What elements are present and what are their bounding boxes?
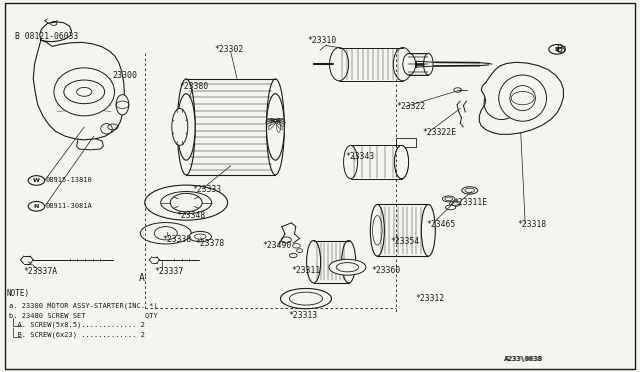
Text: *23333: *23333 [193, 185, 222, 194]
Text: A233\0038: A233\0038 [504, 356, 542, 362]
Text: *23310: *23310 [307, 36, 337, 45]
Text: NOTE): NOTE) [6, 289, 29, 298]
Ellipse shape [266, 94, 284, 160]
Polygon shape [479, 62, 563, 134]
Text: 23300: 23300 [113, 71, 138, 80]
Text: *23490: *23490 [262, 241, 292, 250]
Ellipse shape [344, 145, 358, 179]
Text: B. SCREW(6x23) ............. 2: B. SCREW(6x23) ............. 2 [9, 331, 145, 338]
Text: B: B [555, 47, 559, 52]
Text: *23465: *23465 [426, 220, 456, 229]
Text: *23348: *23348 [177, 211, 206, 220]
Text: 08911-3081A: 08911-3081A [46, 203, 93, 209]
Text: *23354: *23354 [390, 237, 419, 246]
Ellipse shape [177, 79, 195, 175]
Text: *23380: *23380 [180, 82, 209, 91]
Ellipse shape [140, 222, 191, 244]
Ellipse shape [116, 94, 129, 115]
Ellipse shape [161, 192, 212, 214]
Text: A. SCREW(5x8.5)............. 2: A. SCREW(5x8.5)............. 2 [9, 322, 145, 328]
Ellipse shape [172, 109, 188, 145]
Ellipse shape [100, 124, 112, 134]
Ellipse shape [329, 259, 366, 275]
Text: B: B [556, 44, 562, 54]
Text: *23311: *23311 [291, 266, 321, 275]
Ellipse shape [421, 205, 435, 256]
Text: *23311E: *23311E [454, 198, 488, 207]
Ellipse shape [462, 187, 477, 194]
Text: *23302: *23302 [215, 45, 244, 54]
Ellipse shape [371, 205, 385, 256]
Text: A: A [138, 273, 144, 283]
Ellipse shape [189, 231, 211, 242]
Text: *23360: *23360 [371, 266, 400, 275]
Ellipse shape [342, 240, 356, 283]
Text: *23322: *23322 [396, 102, 426, 111]
Text: N: N [34, 204, 39, 209]
Polygon shape [33, 40, 124, 140]
Ellipse shape [394, 145, 408, 179]
Ellipse shape [442, 196, 455, 202]
Text: b. 23480 SCREW SET              QTY: b. 23480 SCREW SET QTY [9, 312, 158, 318]
Text: 08915-13810: 08915-13810 [46, 177, 93, 183]
Ellipse shape [449, 201, 461, 206]
Ellipse shape [403, 53, 415, 75]
Text: W: W [33, 178, 40, 183]
Text: *23337: *23337 [154, 267, 184, 276]
Ellipse shape [445, 205, 456, 210]
Circle shape [64, 80, 104, 104]
Text: *23313: *23313 [288, 311, 317, 320]
Ellipse shape [177, 94, 195, 160]
Ellipse shape [394, 145, 408, 179]
Text: *23338: *23338 [163, 235, 192, 244]
Ellipse shape [280, 288, 332, 309]
Text: *23337A: *23337A [24, 267, 58, 276]
Text: *23318: *23318 [518, 220, 547, 229]
Circle shape [170, 193, 202, 212]
Ellipse shape [510, 86, 536, 111]
Ellipse shape [266, 79, 284, 175]
Text: a. 23300 MOTOR ASSY-STARTER(INC. *): a. 23300 MOTOR ASSY-STARTER(INC. *) [9, 302, 158, 308]
Ellipse shape [145, 185, 228, 220]
Text: *23322E: *23322E [422, 128, 456, 137]
Ellipse shape [330, 48, 349, 81]
Ellipse shape [307, 240, 321, 283]
Text: *23378: *23378 [196, 239, 225, 248]
Circle shape [289, 253, 297, 258]
Ellipse shape [424, 53, 433, 75]
Bar [396, 138, 415, 147]
Text: *23343: *23343 [346, 152, 375, 161]
Text: B 08121-06033: B 08121-06033 [15, 32, 79, 41]
Text: A233\0038: A233\0038 [505, 356, 543, 362]
Text: *23312: *23312 [415, 294, 445, 303]
Ellipse shape [499, 75, 547, 121]
Polygon shape [40, 22, 72, 42]
Ellipse shape [54, 68, 115, 116]
Ellipse shape [394, 48, 412, 81]
